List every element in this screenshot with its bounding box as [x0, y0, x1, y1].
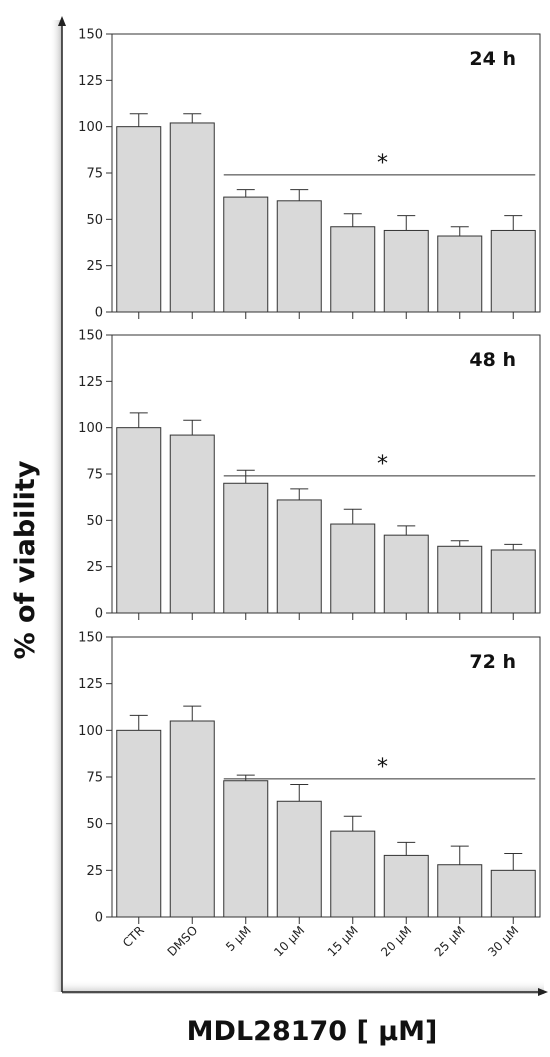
significance-star: *	[377, 755, 388, 780]
panel-1: 0 25 50 75 100 125 150 48 h *	[78, 329, 541, 622]
y-tick-label: 25	[86, 560, 103, 575]
y-tick-label: 100	[78, 421, 103, 436]
y-tick-label: 75	[86, 771, 103, 786]
y-tick-label: 0	[95, 911, 103, 926]
bar	[437, 235, 483, 313]
y-axis-label: % of viability	[10, 460, 41, 659]
bar	[276, 200, 322, 313]
bar	[169, 720, 215, 918]
x-frame-shadow	[62, 980, 544, 994]
y-tick-label: 125	[78, 375, 103, 390]
y-tick-label: 50	[86, 213, 103, 228]
y-tick-label: 125	[78, 74, 103, 89]
x-category-label: 10 µM	[271, 923, 307, 959]
panel-0: 0 25 50 75 100 125 150 24 h *	[78, 28, 541, 321]
y-frame-arrow	[58, 16, 66, 26]
x-category-label: 30 µM	[485, 923, 521, 959]
bar	[330, 523, 376, 614]
bar	[330, 830, 376, 918]
y-tick-label: 75	[86, 167, 103, 182]
bar	[383, 229, 429, 313]
y-tick-label: 0	[95, 306, 103, 321]
panel-2: 0 25 50 75 100 125 150 72 h *	[78, 631, 541, 926]
y-tick-label: 150	[78, 329, 103, 344]
panel-time-label: 24 h	[469, 48, 516, 70]
y-tick-label: 50	[86, 514, 103, 529]
bar	[223, 780, 269, 918]
panel-time-label: 72 h	[469, 651, 516, 673]
bar	[276, 499, 322, 614]
bar	[437, 545, 483, 614]
y-tick-label: 100	[78, 724, 103, 739]
y-tick-label: 125	[78, 677, 103, 692]
x-frame-arrow	[538, 988, 548, 996]
bar	[276, 800, 322, 918]
bar	[383, 854, 429, 918]
bar	[490, 229, 536, 313]
panel-time-label: 48 h	[469, 349, 516, 371]
y-frame-shadow	[50, 20, 62, 992]
bar	[223, 196, 269, 313]
bar	[490, 549, 536, 614]
x-category-label: 15 µM	[325, 923, 361, 959]
y-tick-label: 150	[78, 28, 103, 43]
y-tick-label: 25	[86, 259, 103, 274]
y-tick-label: 50	[86, 817, 103, 832]
y-tick-label: 100	[78, 120, 103, 135]
x-category-label: 5 µM	[223, 923, 254, 954]
bar	[437, 864, 483, 918]
bar	[223, 482, 269, 614]
y-tick-label: 25	[86, 864, 103, 879]
y-tick-label: 150	[78, 631, 103, 646]
x-axis-label: MDL28170 [ µM]	[187, 1016, 438, 1047]
y-tick-label: 75	[86, 468, 103, 483]
bar	[116, 729, 162, 918]
y-tick-label: 0	[95, 607, 103, 622]
bar	[330, 226, 376, 313]
chart-panels: 0 25 50 75 100 125 150 24 h * 0 25 50 75 100 125 150 48 …	[78, 28, 541, 959]
significance-star: *	[377, 151, 388, 176]
bar	[383, 534, 429, 614]
x-category-label: 25 µM	[432, 923, 468, 959]
x-category-label: CTR	[120, 923, 147, 950]
bar	[169, 434, 215, 614]
bar	[169, 122, 215, 313]
x-category-label: DMSO	[165, 923, 201, 959]
bar	[490, 869, 536, 918]
significance-star: *	[377, 452, 388, 477]
x-category-label: 20 µM	[378, 923, 414, 959]
bar	[116, 126, 162, 313]
bar	[116, 427, 162, 614]
